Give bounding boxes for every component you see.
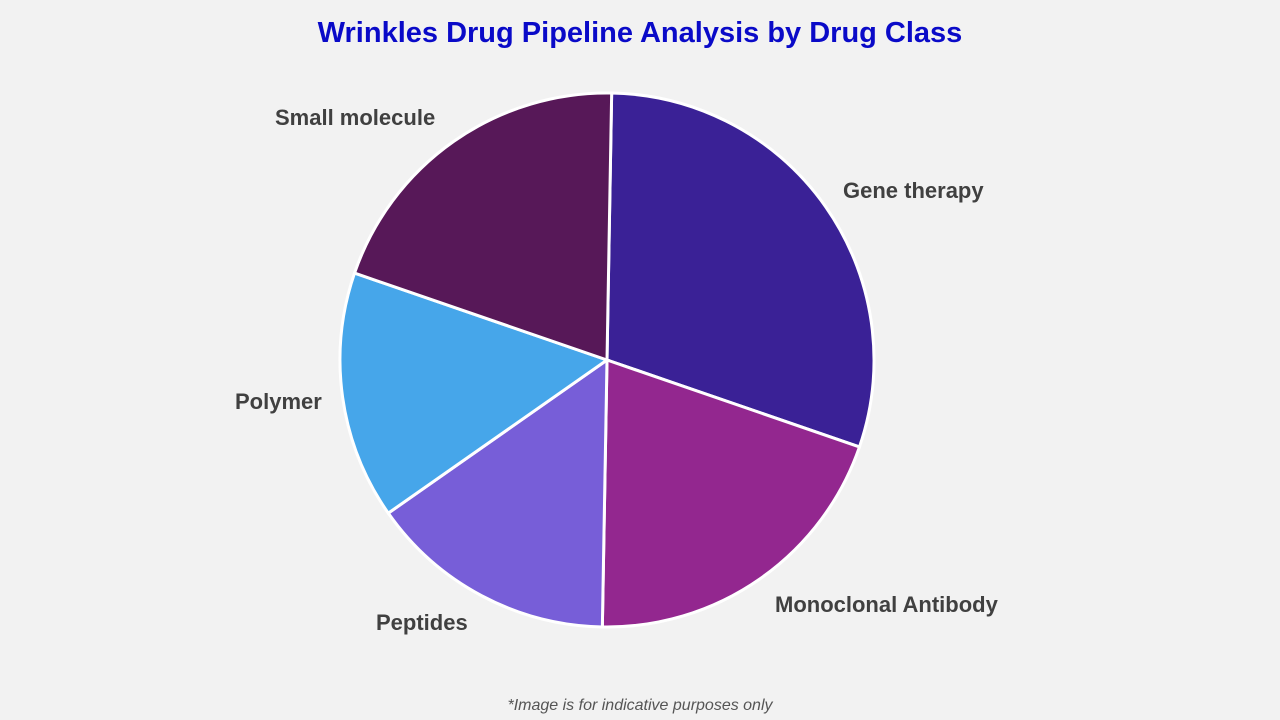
pie-slice-polymer <box>338 271 611 516</box>
label-monoclonal-antibody: Monoclonal Antibody <box>775 592 998 617</box>
pie-slice-small-molecule <box>352 91 614 363</box>
label-peptides: Peptides <box>376 610 468 635</box>
label-polymer: Polymer <box>235 389 322 414</box>
footnote: *Image is for indicative purposes only <box>507 697 773 714</box>
pie-slice-gene-therapy <box>605 91 876 449</box>
label-gene-therapy: Gene therapy <box>843 178 984 203</box>
pie-slices <box>338 91 876 629</box>
label-small-molecule: Small molecule <box>275 105 436 130</box>
chart-title: Wrinkles Drug Pipeline Analysis by Drug … <box>317 17 963 49</box>
pie-slice-peptides <box>386 357 609 629</box>
pie-slice-monoclonal-antibody <box>600 357 862 629</box>
